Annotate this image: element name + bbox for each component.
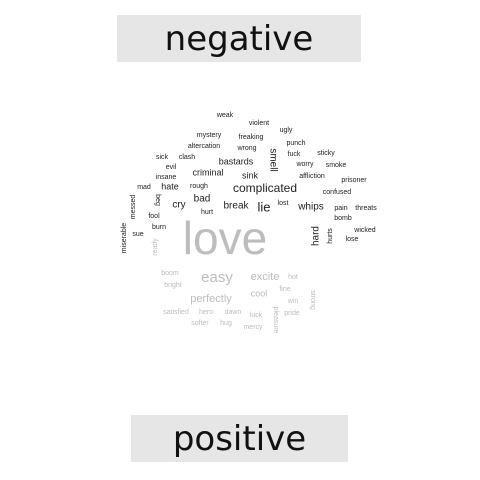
word-love: love [183,212,267,264]
word-wicked: wicked [353,227,376,234]
word-lost: lost [278,200,289,207]
word-cool: cool [251,288,268,298]
word-complicated: complicated [233,181,297,195]
word-threats: threats [355,205,377,212]
word-hug: hug [220,320,232,327]
negative-panel-label: negative [117,15,361,62]
word-criminal: criminal [192,167,223,177]
word-sue: sue [132,231,143,238]
word-hate: hate [161,181,179,191]
word-hurt: hurt [201,209,213,216]
word-break: break [223,201,249,212]
word-miserable: miserable [121,223,128,253]
word-hurts: hurts [327,228,334,244]
word-easy: easy [201,269,233,286]
word-cry: cry [172,200,185,211]
word-lie: lie [257,199,270,214]
word-pride: pride [284,310,300,317]
word-sticky: sticky [317,150,335,157]
word-pleasure: pleasure [272,307,279,334]
word-mystery: mystery [197,132,222,139]
word-sick: sick [156,154,169,161]
word-lose: lose [346,236,359,243]
word-wrong: wrong [236,145,256,152]
word-win: win [287,298,299,305]
positive-panel-label: positive [131,415,348,462]
word-rough: rough [190,183,208,190]
word-whips: whips [297,202,324,213]
word-ugly: ugly [280,127,293,134]
word-confused: confused [323,189,352,196]
word-sink: sink [242,170,259,180]
word-prisoner: prisoner [341,177,367,184]
word-satisfied: satisfied [163,309,189,316]
word-ready: ready [152,238,159,256]
word-luck: luck [250,312,263,319]
word-pain: pain [334,205,347,212]
word-beg: beg [154,194,161,206]
word-punch: punch [286,140,305,147]
word-perfectly: perfectly [190,293,232,305]
word-softer: softer [191,320,209,327]
word-hot: hot [288,274,298,281]
word-affliction: affliction [299,173,325,180]
word-weak: weak [216,112,234,119]
word-bomb: bomb [334,215,352,222]
word-fine: fine [279,286,290,293]
word-mad: mad [137,184,151,191]
word-worry: worry [295,161,314,168]
word-dawn: dawn [225,309,242,316]
word-boom: boom [161,270,179,277]
word-messed: messed [130,195,137,220]
word-fool: fool [148,213,160,220]
word-fuck: fuck [288,151,301,158]
word-excite: excite [251,271,280,283]
word-smoke: smoke [326,162,347,169]
word-altercation: altercation [188,143,220,150]
word-burn: burn [152,224,166,231]
word-smell: smell [267,148,278,171]
word-bright: bright [164,282,182,289]
word-bastards: bastards [219,156,254,166]
word-mercy: mercy [243,324,263,331]
word-insane: insane [156,174,177,181]
word-clash: clash [179,154,195,161]
word-violent: violent [249,120,269,127]
word-bad: bad [194,194,211,205]
word-hero: hero [199,309,213,316]
word-freaking: freaking [239,134,264,141]
word-hard: hard [311,226,322,246]
word-strong: strong [309,290,316,310]
word-evil: evil [166,164,177,171]
